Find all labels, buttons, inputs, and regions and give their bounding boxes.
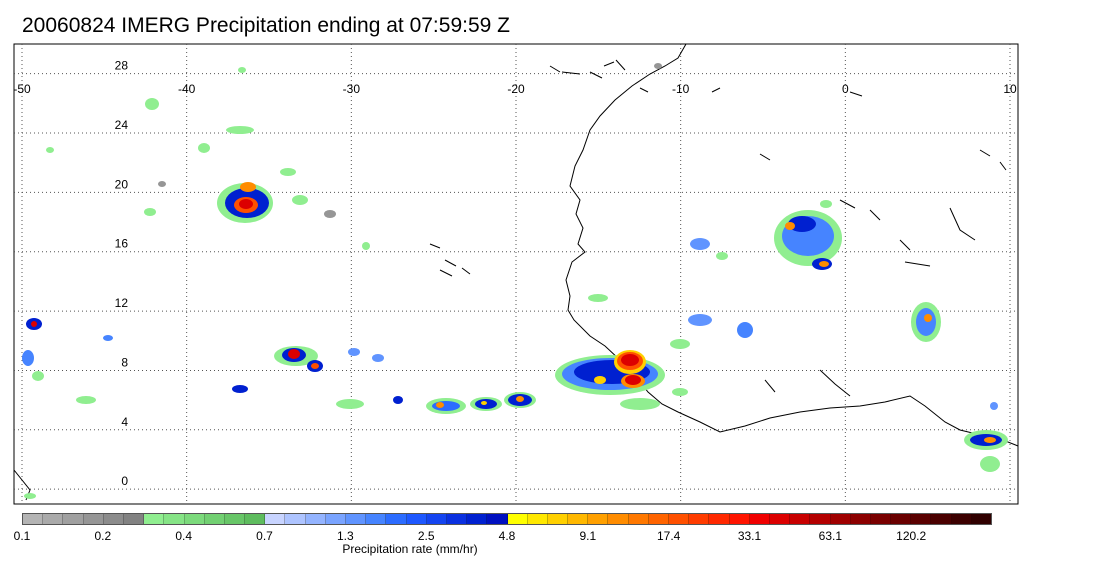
colorbar-swatch — [689, 514, 710, 524]
lat-tick-label: 12 — [115, 296, 129, 310]
lon-tick-label: -20 — [507, 82, 525, 96]
latitude-labels: 28 24 20 16 12 8 4 0 — [115, 59, 129, 488]
colorbar-swatch — [366, 514, 387, 524]
colorbar-swatch — [911, 514, 932, 524]
colorbar-label: 63.1 — [818, 529, 843, 543]
lat-tick-label: 16 — [115, 237, 129, 251]
lon-tick-label: -10 — [672, 82, 690, 96]
colorbar-swatch — [487, 514, 508, 524]
colorbar-swatch — [870, 514, 892, 524]
colorbar-swatch — [951, 514, 972, 524]
colorbar-label: 0.4 — [175, 529, 192, 543]
colorbar-swatch — [164, 514, 185, 524]
colorbar-swatch — [204, 514, 225, 524]
colorbar-label: 1.3 — [336, 529, 354, 543]
colorbar-label: 0.7 — [256, 529, 273, 543]
colorbar-label: 120.2 — [896, 529, 927, 543]
colorbar-swatch — [669, 514, 690, 524]
colorbar-title: Precipitation rate (mm/hr) — [342, 542, 478, 556]
colorbar-swatch — [406, 514, 427, 524]
colorbar-swatch — [810, 514, 831, 524]
precipitation-field — [22, 63, 1008, 499]
colorbar-swatch — [467, 514, 488, 524]
map-frame — [13, 43, 1019, 505]
longitude-labels: -50 -40 -30 -20 -10 0 10 — [13, 82, 1017, 96]
colorbar-label: 0.2 — [94, 529, 112, 543]
colorbar-label: 9.1 — [579, 529, 597, 543]
colorbar-swatch — [507, 514, 528, 524]
colorbar-swatch — [446, 514, 468, 524]
colorbar-label: 33.1 — [737, 529, 762, 543]
colorbar-swatch — [83, 514, 104, 524]
lat-tick-label: 0 — [121, 474, 128, 488]
colorbar-swatch — [769, 514, 791, 524]
colorbar-swatch — [184, 514, 205, 524]
colorbar-swatch — [830, 514, 851, 524]
colorbar-swatch — [729, 514, 750, 524]
colorbar-swatch — [123, 514, 145, 524]
colorbar-swatch — [43, 514, 64, 524]
colorbar-swatch — [245, 514, 266, 524]
colorbar-swatch — [850, 514, 871, 524]
colorbar-swatch — [608, 514, 629, 524]
colorbar — [22, 513, 992, 525]
colorbar-swatch — [285, 514, 306, 524]
colorbar-swatch — [346, 514, 367, 524]
colorbar-label: 17.4 — [656, 529, 681, 543]
map-title: 20060824 IMERG Precipitation ending at 0… — [22, 14, 510, 37]
colorbar-swatch — [23, 514, 44, 524]
lon-tick-label: -30 — [343, 82, 361, 96]
colorbar-swatch — [325, 514, 346, 524]
colorbar-swatch — [749, 514, 770, 524]
colorbar-swatch — [103, 514, 124, 524]
lat-tick-label: 8 — [121, 355, 128, 369]
colorbar-swatch — [648, 514, 669, 524]
colorbar-swatch — [265, 514, 286, 524]
coastline — [13, 43, 1019, 501]
colorbar-swatch — [63, 514, 84, 524]
lat-tick-label: 24 — [115, 118, 129, 132]
colorbar-swatch — [386, 514, 407, 524]
lat-tick-label: 4 — [121, 415, 128, 429]
colorbar-swatch — [971, 514, 991, 524]
lat-tick-label: 28 — [115, 59, 129, 73]
colorbar-swatch — [931, 514, 952, 524]
lon-tick-label: -50 — [13, 82, 31, 96]
colorbar-swatch — [547, 514, 569, 524]
colorbar-swatch — [305, 514, 326, 524]
lon-tick-label: -40 — [178, 82, 196, 96]
colorbar-swatch — [568, 514, 589, 524]
colorbar-label: 0.1 — [13, 529, 31, 543]
graticule — [14, 44, 1018, 504]
colorbar-swatch — [709, 514, 730, 524]
colorbar-label: 2.5 — [417, 529, 435, 543]
colorbar-swatch — [588, 514, 609, 524]
colorbar-swatch — [891, 514, 912, 524]
lon-tick-label: 0 — [842, 82, 849, 96]
lon-tick-label: 10 — [1003, 82, 1017, 96]
colorbar-swatch — [790, 514, 811, 524]
colorbar-swatch — [224, 514, 246, 524]
colorbar-swatch — [426, 514, 447, 524]
lat-tick-label: 20 — [115, 177, 129, 191]
colorbar-label: 4.8 — [498, 529, 516, 543]
colorbar-swatch — [144, 514, 165, 524]
colorbar-swatch — [527, 514, 548, 524]
colorbar-swatch — [628, 514, 649, 524]
